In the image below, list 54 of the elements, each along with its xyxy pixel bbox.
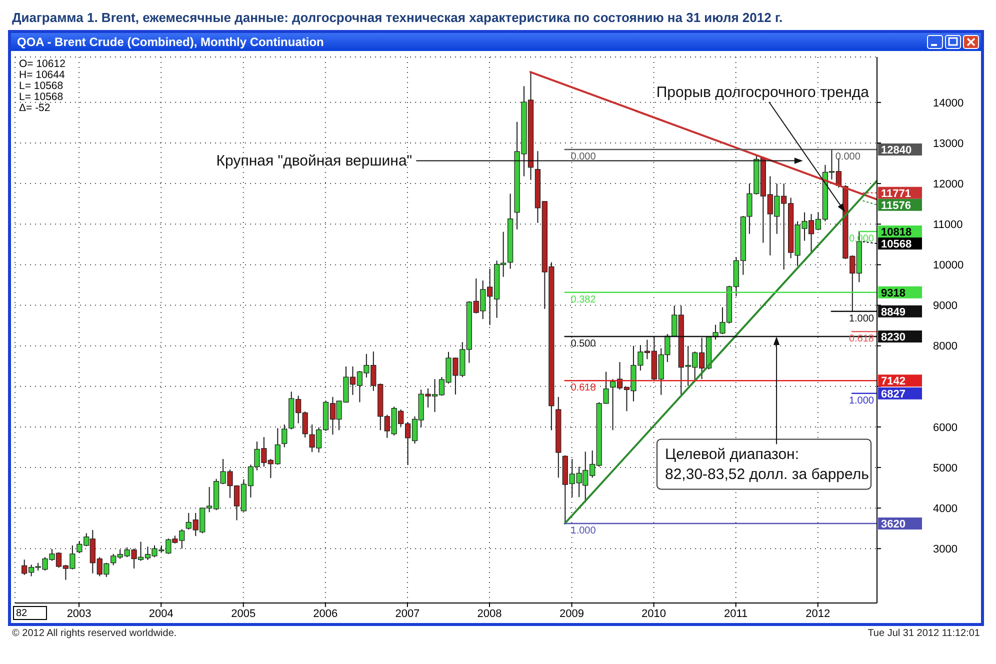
x-tick-label: 2007 [395,608,420,620]
y-tick-label: 8000 [933,340,958,353]
series-label: 0.500 [570,338,596,350]
annotation: 0.000 [835,151,861,162]
chart-subtitle: QOA - Brent Crude (Combined), Monthly Continuation [11,33,981,51]
y-tick-label: 5000 [933,462,958,474]
data-label: 3620 [881,518,906,530]
y-tick-label: 9000 [933,300,958,312]
annotation: L= 10568 [19,80,64,92]
data-label: 8230 [881,331,906,344]
x-tick-label: 2003 [66,608,92,620]
annotation: O= 10612 [19,58,66,70]
series-label: 0.000 [570,151,596,162]
text: Tue Jul 31 2012 11:12:01 [868,628,980,639]
y-tick-label: 13000 [933,138,964,150]
y-tick-label: 4000 [933,502,958,515]
x-tick-label: 2009 [560,608,584,620]
series-label: 1.000 [848,313,874,324]
x-tick-label: 2006 [313,608,338,620]
x-tick-label: 2008 [477,608,502,620]
x-tick-label: 2005 [231,608,256,620]
series-label: 1.000 [848,395,874,406]
x-tick-label: 2012 [806,608,830,620]
x-tick-label: 2004 [148,608,174,620]
data-label: 12840 [881,144,912,156]
series-label: 0.618 [570,382,596,394]
series-label: 0.618 [848,334,874,345]
y-tick-label: 3000 [933,544,958,556]
data-label: 8849 [881,306,906,318]
data-label: 11576 [881,200,911,212]
data-label: 9318 [881,287,906,300]
x-tick-label: 2011 [724,608,748,620]
data-label: 11771 [881,188,911,200]
annotation: H= 10644 [19,69,65,81]
data-label: 7142 [881,376,906,388]
y-tick-label: 10000 [933,260,964,272]
y-tick-label: 6000 [933,422,958,434]
annotation: Δ= -52 [19,102,50,114]
data-label: 6827 [881,388,906,400]
y-tick-label: 11000 [933,219,963,232]
series-label: 0.382 [570,294,596,306]
chart-title: Диаграмма 1. Brent, ежемесячные данные: долгосрочная техническая характеристика по состоянию на 31 июля 2012 г. [12,10,783,25]
annotation: Прорыв долгосрочного тренда [656,84,870,101]
annotation: Целевой диапазон: 82,30-83,52 долл. за баррель [665,446,870,484]
data-label: 10818 [881,226,912,239]
y-tick-label: 14000 [933,97,964,110]
annotation: Крупная "двойная вершина" [216,152,412,170]
text-field: 82 [13,606,47,620]
annotation: 10568 [881,238,912,251]
annotation: L= 10568 [19,91,64,103]
series-label: 1.000 [570,525,596,536]
text: © 2012 All rights reserved worldwide. [12,628,177,639]
x-tick-label: 2010 [642,608,666,620]
y-tick-label: 12000 [933,178,964,190]
